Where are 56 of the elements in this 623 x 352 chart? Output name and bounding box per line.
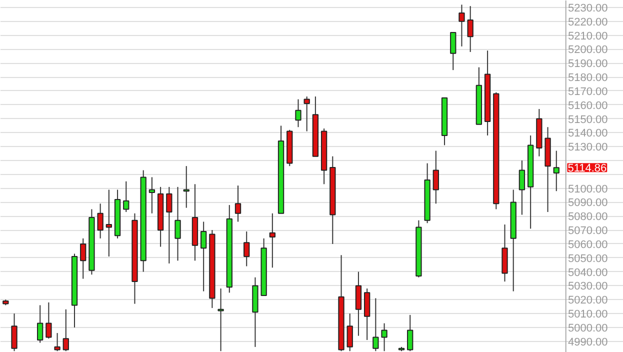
y-tick-label: 5140.00 bbox=[568, 128, 608, 140]
candlestick bbox=[244, 230, 250, 267]
y-tick-label: 5090.00 bbox=[568, 197, 608, 210]
candlestick bbox=[80, 238, 86, 280]
y-tick-label: 5030.00 bbox=[568, 280, 608, 293]
candlestick bbox=[304, 96, 310, 132]
y-tick-label: 5190.00 bbox=[568, 58, 608, 70]
candlestick bbox=[200, 221, 207, 292]
candlestick bbox=[381, 322, 388, 352]
candlestick bbox=[458, 4, 465, 47]
candlestick bbox=[269, 212, 276, 268]
y-tick-label: 4990.00 bbox=[568, 336, 608, 348]
candlestick bbox=[174, 186, 181, 262]
y-tick-label: 5130.00 bbox=[568, 142, 608, 154]
y-tick-label: 5080.00 bbox=[568, 211, 608, 224]
candlestick bbox=[295, 98, 302, 128]
candlestick bbox=[218, 288, 224, 352]
candlestick bbox=[355, 271, 362, 336]
candlestick bbox=[234, 185, 242, 222]
y-tick-label: 5070.00 bbox=[568, 225, 608, 238]
candlestick bbox=[46, 302, 52, 340]
y-tick-label: 5020.00 bbox=[568, 294, 608, 307]
y-tick-label: 5010.00 bbox=[568, 308, 608, 321]
candlestick bbox=[407, 314, 414, 352]
y-tick-label: 5180.00 bbox=[568, 72, 608, 84]
candlestick bbox=[62, 308, 69, 352]
y-tick-label: 5060.00 bbox=[568, 238, 608, 251]
y-tick-label: 5150.00 bbox=[568, 114, 608, 126]
y-tick-label: 5100.00 bbox=[568, 183, 608, 196]
candlestick bbox=[148, 176, 156, 214]
candlestick bbox=[364, 288, 370, 340]
candlestick bbox=[467, 6, 474, 52]
y-tick-label: 5170.00 bbox=[568, 86, 608, 98]
candlestick bbox=[346, 313, 353, 352]
y-tick-label: 5210.00 bbox=[568, 30, 608, 42]
candlestick bbox=[97, 203, 104, 239]
candlestick bbox=[183, 166, 190, 208]
candlestick bbox=[372, 298, 379, 352]
candlestick bbox=[11, 313, 18, 352]
candlestick bbox=[553, 150, 560, 192]
candlestick bbox=[54, 332, 60, 352]
y-tick-label: 5200.00 bbox=[568, 44, 608, 56]
y-tick-label: 5220.00 bbox=[568, 16, 608, 28]
y-tick-label: 5050.00 bbox=[568, 252, 608, 265]
y-tick-label: 5000.00 bbox=[568, 322, 608, 334]
candlestick bbox=[123, 180, 130, 212]
y-tick-label: 5230.00 bbox=[568, 2, 608, 14]
candlestick bbox=[166, 186, 172, 264]
candlestick bbox=[432, 150, 439, 204]
text: 5114.86 bbox=[568, 162, 607, 175]
candlestick bbox=[450, 32, 456, 71]
candlestick bbox=[106, 189, 112, 257]
candlestick bbox=[37, 304, 44, 344]
candlestick bbox=[518, 160, 526, 216]
y-tick-label: 5160.00 bbox=[568, 100, 608, 112]
y-tick-label: 5040.00 bbox=[568, 266, 608, 279]
